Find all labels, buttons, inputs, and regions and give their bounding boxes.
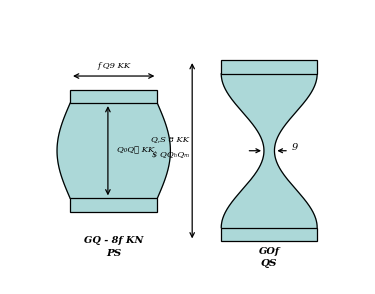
- Polygon shape: [221, 74, 317, 228]
- Text: $ QQₕQₘ: $ QQₕQₘ: [152, 151, 189, 159]
- Bar: [221, 60, 317, 74]
- Polygon shape: [57, 103, 170, 198]
- Text: GQ - 8f KN: GQ - 8f KN: [84, 235, 143, 245]
- Text: QS: QS: [261, 259, 278, 268]
- Text: PS: PS: [106, 249, 122, 258]
- Bar: [70, 198, 158, 212]
- Text: GOf: GOf: [259, 247, 280, 256]
- Text: f Q9 KK: f Q9 KK: [97, 62, 130, 70]
- Text: Q₀Qℓ KK: Q₀Qℓ KK: [117, 147, 154, 155]
- Bar: [70, 90, 158, 103]
- Text: 9: 9: [292, 143, 298, 152]
- Bar: [221, 228, 317, 241]
- Text: Q,S 8 KK: Q,S 8 KK: [151, 136, 189, 143]
